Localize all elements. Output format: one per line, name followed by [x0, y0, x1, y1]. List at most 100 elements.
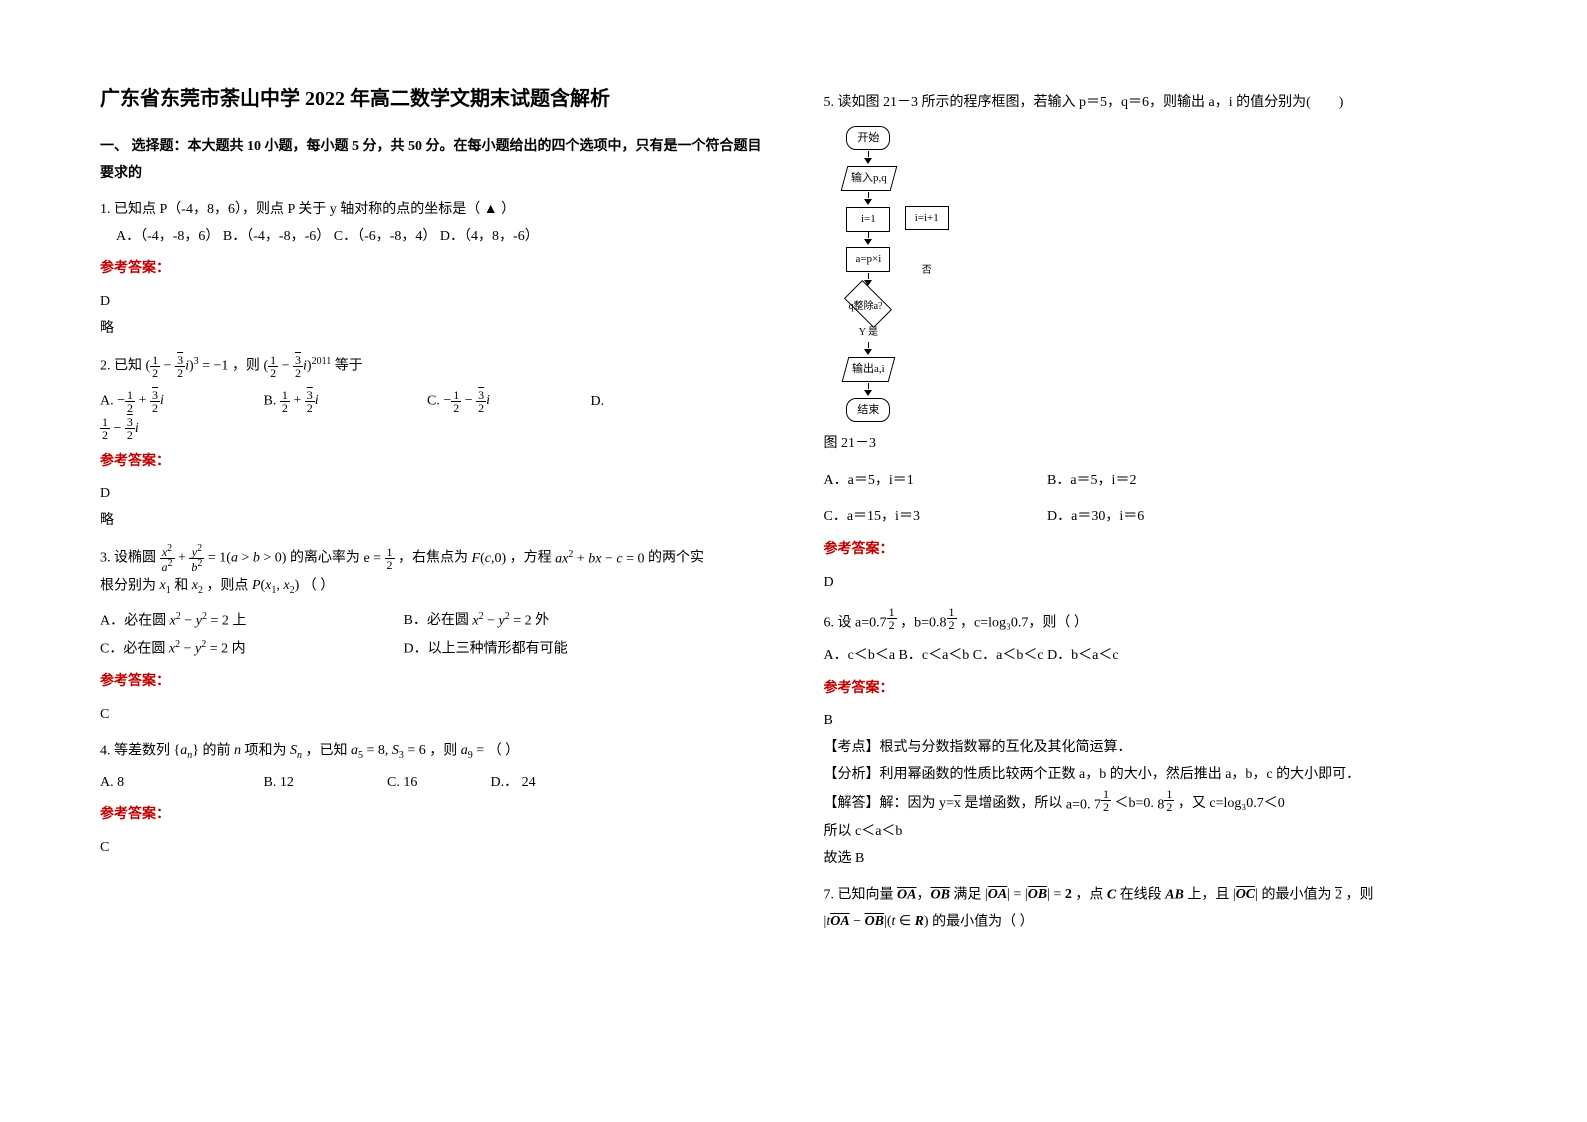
- q2-optC-expr: −12 − 32i: [443, 388, 490, 415]
- q7-sqrt2: 2: [1335, 888, 1342, 903]
- flow-inc: i=i+1: [905, 206, 949, 231]
- q6-exp4: 所以 c＜a＜b: [824, 819, 1488, 846]
- q3-l2d: （ ）: [303, 579, 335, 594]
- answer-label: 参考答案：: [100, 256, 764, 283]
- flow-yes: Y 是: [844, 323, 894, 342]
- q3-mid4: 的两个实: [648, 551, 704, 566]
- q5-answer: D: [824, 570, 1488, 597]
- flow-input: 输入p,q: [840, 166, 896, 191]
- q6-a-expr: a=0. 712: [1066, 788, 1111, 819]
- q4-dv: 24: [522, 775, 536, 790]
- q1-stem: 1. 已知点 P（-4，8，6），则点 P 关于 y 轴对称的点的坐标是（ ▲ …: [100, 197, 764, 224]
- q6-exp2: 【分析】利用幂函数的性质比较两个正数 a，b 的大小，然后推出 a，b，c 的大…: [824, 762, 1488, 789]
- q6-opts: A．c＜b＜a B．c＜a＜b C．a＜b＜c D．b＜a＜c: [824, 643, 1488, 670]
- q7-expr: |tOA − OB|(t ∈ R): [824, 909, 929, 936]
- q3-optC-pre: C．必在圆: [100, 641, 165, 656]
- q2-optA-expr: −12 + 32i: [117, 388, 164, 415]
- answer-label: 参考答案：: [824, 537, 1488, 564]
- q6-mid1: ，b=0.8: [900, 616, 946, 631]
- q3-optC-suf: 内: [232, 641, 246, 656]
- q6-exp3-mid2: ＜b=0.: [1115, 796, 1154, 811]
- q4-n: n: [234, 738, 241, 765]
- q5-optC: C．a＝15，i＝3: [824, 504, 1044, 531]
- q3-mid1: 的离心率为: [290, 551, 360, 566]
- question-1: 1. 已知点 P（-4，8，6），则点 P 关于 y 轴对称的点的坐标是（ ▲ …: [100, 197, 764, 342]
- q5-optD: D．a＝30，i＝6: [1047, 509, 1144, 524]
- q2-mid2: 等于: [335, 359, 363, 374]
- answer-label: 参考答案：: [824, 676, 1488, 703]
- q4-mid3: ，已知: [305, 744, 347, 759]
- q2-expr1: (12 − 32i)3 = −1: [146, 352, 229, 380]
- q1-answer: D: [100, 289, 764, 316]
- q6-b-expr: 812: [1157, 788, 1174, 819]
- answer-label: 参考答案：: [100, 669, 764, 696]
- question-7: 7. 已知向量 OA，OB 满足 |OA| = |OB| = 2 ，点 C 在线…: [824, 882, 1488, 936]
- q3-e: e = 12: [363, 546, 394, 573]
- q4-a: A.: [100, 775, 114, 790]
- q3-optD: D．以上三种情形都有可能: [404, 641, 568, 656]
- q7-mid2: ，点: [1075, 888, 1103, 903]
- q7-mid3: 在线段: [1120, 888, 1162, 903]
- q3-mid2: ，右焦点为: [398, 551, 468, 566]
- q7-mid1: 满足: [953, 888, 981, 903]
- q2-optB-expr: 12 + 32i: [280, 388, 319, 415]
- q4-pre: 4. 等差数列: [100, 744, 170, 759]
- q3-circleC: x2 − y2 = 2: [169, 635, 228, 663]
- q5-stem: 5. 读如图 21－3 所示的程序框图，若输入 p＝5，q＝6，则输出 a，i …: [824, 90, 1488, 117]
- q2-pre: 2. 已知: [100, 359, 142, 374]
- q4-av: 8: [117, 775, 124, 790]
- q2-optD-expr: 12 − 32i: [100, 416, 139, 443]
- q4-bv: 12: [280, 775, 294, 790]
- q7-mid4: 上，且: [1187, 888, 1229, 903]
- flow-no: 否: [905, 261, 949, 280]
- q2-note: 略: [100, 508, 764, 535]
- q2-c: C.: [427, 394, 440, 409]
- q4-cond: a5 = 8, S3 = 6: [351, 738, 426, 765]
- q3-x2: x2: [192, 573, 203, 600]
- q4-cv: 16: [403, 775, 417, 790]
- q4-c: C.: [387, 775, 400, 790]
- question-2: 2. 已知 (12 − 32i)3 = −1 ，则 (12 − 32i)2011…: [100, 352, 764, 534]
- flow-s1: i=1: [846, 207, 890, 232]
- question-4: 4. 等差数列 {an} 的前 n 项和为 Sn ，已知 a5 = 8, S3 …: [100, 738, 764, 861]
- q3-circleA: x2 − y2 = 2: [170, 607, 229, 635]
- section-1-head: 一、 选择题：本大题共 10 小题，每小题 5 分，共 50 分。在每小题给出的…: [100, 134, 764, 187]
- q4-an: {an}: [174, 738, 199, 765]
- question-6: 6. 设 a=0.712 ，b=0.812 ，c=log₃0.7，则（ ） A．…: [824, 606, 1488, 872]
- q4-mid1: 的前: [202, 744, 230, 759]
- q6-exp3-mid2b: ，又 c=log₃0.7＜0: [1178, 796, 1285, 811]
- q3-mid3: ，方程: [510, 551, 552, 566]
- q3-pre: 3. 设椭圆: [100, 551, 156, 566]
- q5-optA: A．a＝5，i＝1: [824, 468, 1044, 495]
- q3-optB-suf: 外: [535, 613, 549, 628]
- q7-mid6: ，则: [1345, 888, 1373, 903]
- q3-optB-pre: B．必在圆: [404, 613, 469, 628]
- q3-optA-suf: 上: [232, 613, 246, 628]
- q3-eqn: ax2 + bx − c = 0: [555, 545, 644, 573]
- q7-mid5: 的最小值为: [1261, 888, 1331, 903]
- q4-d: D.: [491, 775, 505, 790]
- answer-label: 参考答案：: [100, 802, 764, 829]
- q7-norm: |OA| = |OB| = 2: [985, 882, 1072, 909]
- q6-mid2: ，c=log₃0.7，则（ ）: [960, 616, 1088, 631]
- q6-exp3-pre: 【解答】解：因为 y=: [824, 796, 954, 811]
- q4-mid5: （ ）: [488, 744, 520, 759]
- q2-answer: D: [100, 481, 764, 508]
- q4-mid2: 项和为: [244, 744, 286, 759]
- q5-caption: 图 21－3: [824, 431, 1488, 458]
- q7-OB: OB: [930, 888, 949, 903]
- q5-optB: B．a＝5，i＝2: [1047, 473, 1136, 488]
- q2-a: A.: [100, 394, 114, 409]
- flowchart: 开始 输入p,q i=1 a=p×i q整除a? Y 是 输出a,i: [844, 125, 1488, 424]
- q3-answer: C: [100, 702, 764, 729]
- q3-optA-pre: A．必在圆: [100, 613, 166, 628]
- question-5: 5. 读如图 21－3 所示的程序框图，若输入 p＝5，q＝6，则输出 a，i …: [824, 90, 1488, 596]
- q6-exp1: 【考点】根式与分数指数幂的互化及其化简运算．: [824, 735, 1488, 762]
- q7-pre: 7. 已知向量: [824, 888, 894, 903]
- flow-s2: a=p×i: [846, 247, 890, 272]
- q6-pre: 6. 设 a=0.7: [824, 616, 887, 631]
- q3-l2b: 和: [174, 579, 188, 594]
- q1-note: 略: [100, 316, 764, 343]
- flow-end: 结束: [846, 398, 890, 423]
- q7-line2-suf: 的最小值为（ ）: [932, 915, 1034, 930]
